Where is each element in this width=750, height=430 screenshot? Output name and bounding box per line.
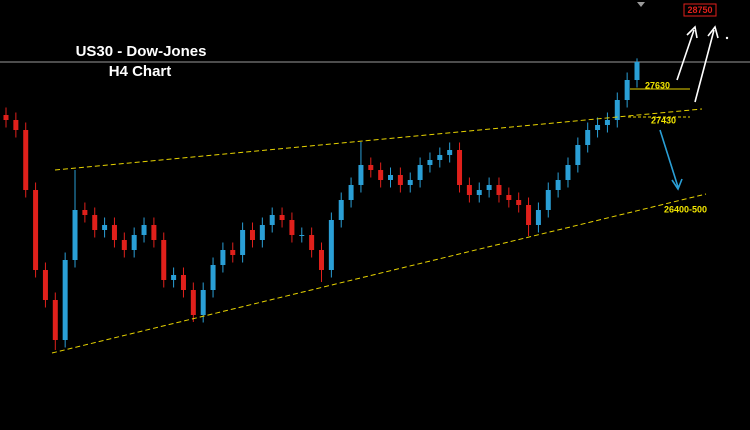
candle-body bbox=[200, 290, 206, 315]
candle-body bbox=[565, 165, 571, 180]
arrow bbox=[659, 129, 679, 188]
candle-body bbox=[526, 205, 532, 225]
candle-body bbox=[33, 190, 39, 270]
candles bbox=[3, 58, 640, 350]
candle-body bbox=[457, 150, 463, 185]
arrow-head bbox=[686, 25, 698, 39]
candle-body bbox=[111, 225, 117, 240]
candle-body bbox=[319, 250, 324, 270]
candle-body bbox=[368, 165, 374, 170]
candle-body bbox=[52, 300, 58, 340]
candle-body bbox=[62, 260, 68, 340]
candle-body bbox=[575, 145, 581, 165]
candle-body bbox=[72, 210, 78, 260]
candle-body bbox=[595, 125, 601, 130]
candle-body bbox=[23, 130, 29, 190]
candle-body bbox=[220, 250, 226, 265]
candle-body bbox=[249, 230, 255, 240]
arrow bbox=[676, 29, 695, 81]
candle-body bbox=[634, 62, 640, 80]
candle-body bbox=[309, 235, 315, 250]
candle-body bbox=[230, 250, 236, 255]
candle-body bbox=[466, 185, 472, 195]
candle-body bbox=[624, 80, 630, 100]
candle-body bbox=[141, 225, 147, 235]
scroll-marker bbox=[637, 2, 645, 7]
candle-body bbox=[427, 160, 433, 165]
dot bbox=[725, 36, 729, 40]
candle-body bbox=[82, 210, 88, 215]
candle-body bbox=[486, 185, 492, 190]
lower-trendline bbox=[51, 193, 707, 354]
candle-body bbox=[378, 170, 384, 180]
annotation: 27630 bbox=[645, 80, 670, 90]
arrow-head bbox=[707, 25, 719, 39]
candle-body bbox=[338, 200, 344, 220]
candle-body bbox=[151, 225, 157, 240]
candle-body bbox=[328, 220, 334, 270]
candle-body bbox=[496, 185, 502, 195]
candle-body bbox=[121, 240, 127, 250]
candle-body bbox=[299, 235, 305, 236]
target-box bbox=[683, 3, 717, 17]
arrow-head bbox=[671, 178, 683, 191]
candle-body bbox=[3, 115, 9, 120]
candle-body bbox=[279, 215, 285, 220]
candle-body bbox=[555, 180, 561, 190]
upper-trendline bbox=[54, 108, 703, 171]
candle-body bbox=[585, 130, 591, 145]
candle-body bbox=[397, 175, 403, 185]
candle-body bbox=[13, 120, 19, 130]
candle-body bbox=[102, 225, 108, 230]
candle-body bbox=[161, 240, 167, 280]
candle-body bbox=[240, 230, 246, 255]
chart-subtitle: H4 Chart bbox=[109, 63, 172, 80]
candle-body bbox=[190, 290, 196, 315]
candle-body bbox=[516, 200, 522, 205]
candle-body bbox=[42, 270, 48, 300]
candle-body bbox=[210, 265, 216, 290]
candle-body bbox=[614, 100, 620, 120]
down-arrow bbox=[659, 129, 683, 191]
candle-body bbox=[348, 185, 354, 200]
annotation: 26400-500 bbox=[664, 204, 707, 214]
candle-body bbox=[131, 235, 137, 250]
candle-body bbox=[358, 165, 364, 185]
annotation: 28750 bbox=[687, 5, 712, 15]
candle-body bbox=[417, 165, 423, 180]
arrow bbox=[694, 29, 715, 103]
chart-title: US30 - Dow-Jones bbox=[76, 43, 207, 60]
candle-body bbox=[545, 190, 551, 210]
candle-body bbox=[259, 225, 265, 240]
annotation: 27430 bbox=[651, 115, 676, 125]
candle-body bbox=[92, 215, 98, 230]
candle-body bbox=[171, 275, 177, 280]
candle-body bbox=[289, 220, 295, 235]
candle-body bbox=[180, 275, 186, 290]
candle-body bbox=[604, 120, 610, 125]
candle-body bbox=[269, 215, 275, 225]
candle-body bbox=[447, 150, 453, 155]
candle-body bbox=[437, 155, 443, 160]
candle-body bbox=[535, 210, 541, 225]
candle-body bbox=[388, 175, 394, 180]
candle-body bbox=[407, 180, 413, 185]
candle-body bbox=[506, 195, 512, 200]
candle-body bbox=[476, 190, 482, 195]
arrows bbox=[676, 25, 719, 103]
